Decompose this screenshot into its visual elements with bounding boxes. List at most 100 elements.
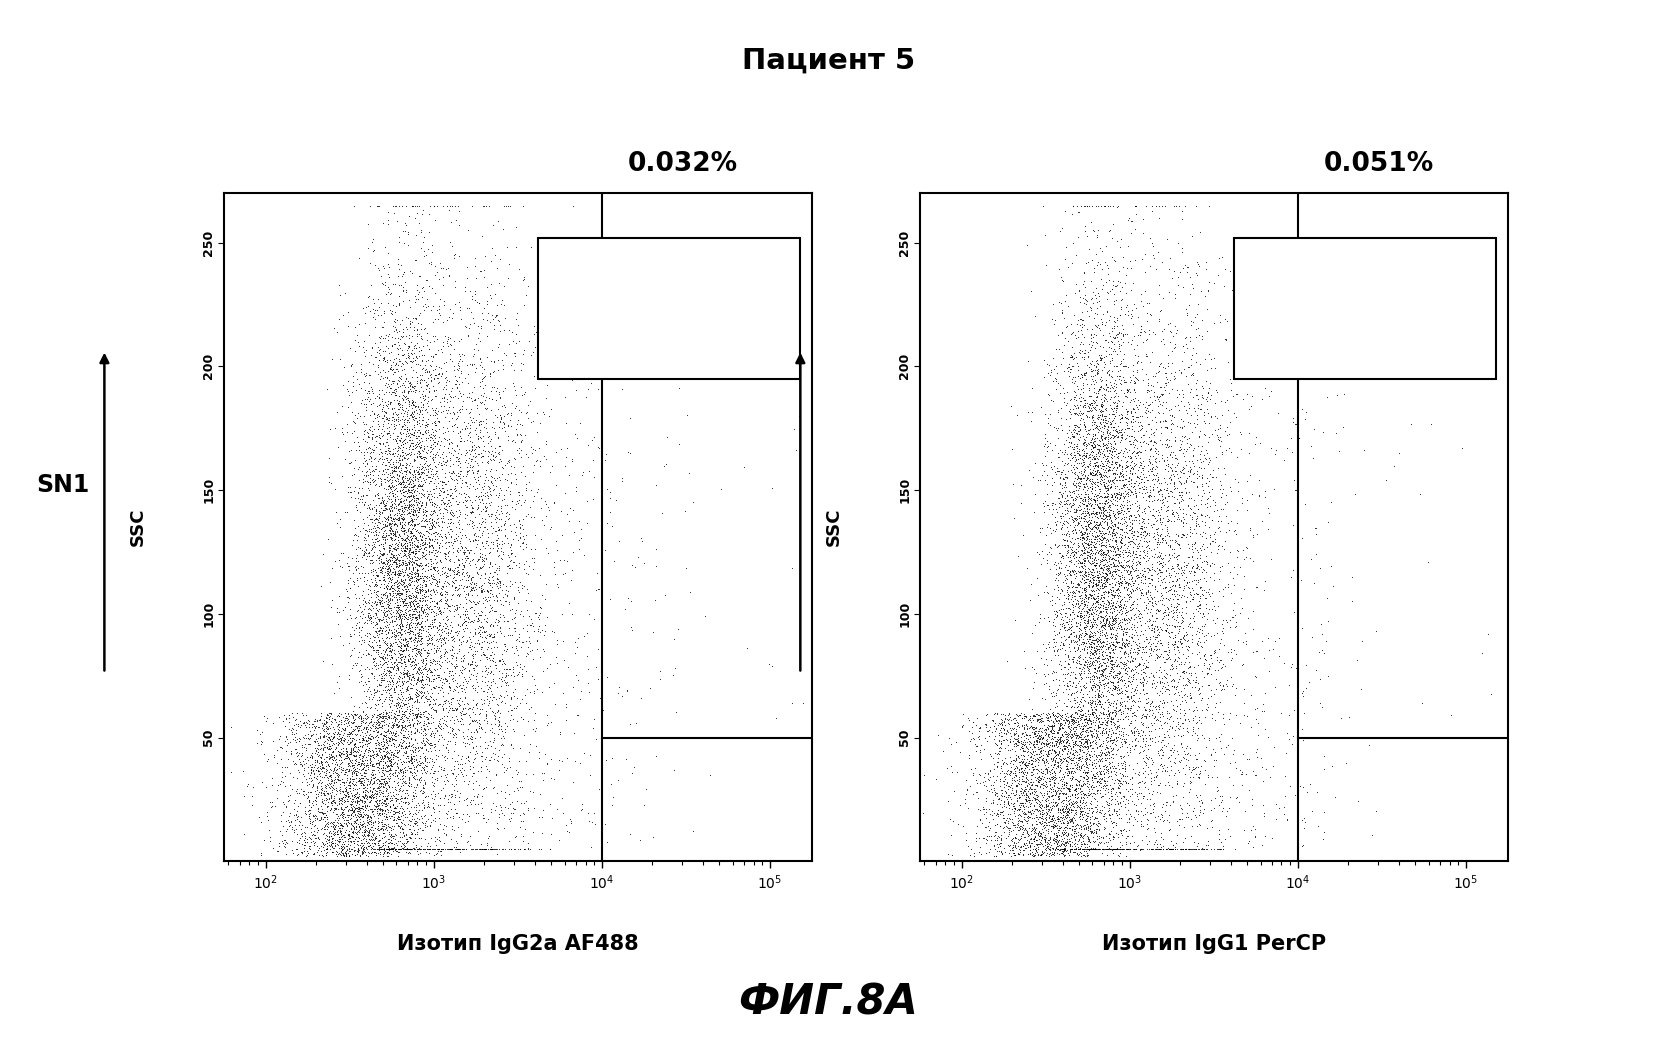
Point: [532, 764, 558, 781]
Point: [1077, 762, 1104, 779]
Point: [356, 730, 383, 746]
Point: [550, 247, 577, 264]
Point: [273, 799, 300, 815]
Point: [1138, 674, 1165, 691]
Point: [404, 804, 431, 821]
Point: [429, 490, 456, 506]
Point: [1019, 380, 1046, 397]
Point: [449, 554, 476, 571]
Point: [391, 495, 418, 512]
Point: [396, 674, 423, 691]
Point: [1002, 751, 1029, 767]
Point: [1100, 679, 1127, 695]
Point: [532, 264, 558, 281]
Point: [452, 589, 479, 606]
Point: [361, 729, 388, 745]
Point: [442, 582, 469, 598]
Point: [328, 711, 355, 728]
Point: [370, 555, 396, 572]
Point: [371, 394, 398, 410]
Point: [297, 792, 323, 809]
Point: [1097, 603, 1123, 620]
Point: [308, 798, 335, 814]
Point: [1047, 417, 1074, 433]
Point: [467, 422, 494, 438]
Point: [1021, 838, 1047, 855]
Point: [472, 570, 499, 587]
Point: [1155, 315, 1181, 332]
Point: [413, 647, 439, 664]
Point: [1170, 702, 1196, 718]
Point: [406, 447, 432, 464]
Point: [1297, 437, 1324, 454]
Point: [451, 613, 477, 630]
Point: [1299, 803, 1326, 820]
Point: [1011, 797, 1037, 813]
Point: [461, 341, 487, 358]
Point: [399, 825, 426, 841]
Point: [1022, 719, 1049, 736]
Point: [396, 494, 423, 511]
Point: [323, 800, 350, 816]
Point: [1042, 312, 1069, 329]
Point: [1080, 334, 1107, 351]
Point: [1074, 485, 1100, 502]
Point: [1047, 628, 1074, 645]
Point: [308, 804, 335, 821]
Point: [326, 776, 353, 792]
Point: [389, 680, 416, 696]
Point: [1084, 569, 1110, 586]
Point: [1104, 423, 1130, 440]
Point: [467, 639, 494, 656]
Point: [1112, 683, 1138, 699]
Point: [1089, 531, 1115, 548]
Point: [386, 603, 413, 620]
Point: [1094, 630, 1120, 646]
Point: [348, 713, 374, 730]
Point: [1173, 626, 1200, 643]
Point: [1006, 762, 1032, 779]
Point: [442, 649, 469, 666]
Point: [1243, 327, 1269, 343]
Point: [331, 432, 358, 449]
Point: [1082, 516, 1109, 532]
Point: [1089, 452, 1115, 469]
Point: [1089, 709, 1115, 726]
Point: [1087, 655, 1114, 671]
Point: [1104, 466, 1130, 482]
Point: [1090, 609, 1117, 625]
Point: [991, 725, 1017, 741]
Point: [1176, 584, 1203, 600]
Point: [522, 604, 548, 621]
Point: [1253, 489, 1279, 505]
Point: [1180, 559, 1206, 575]
Point: [416, 363, 442, 380]
Point: [378, 840, 404, 857]
Point: [1085, 445, 1112, 461]
Point: [1080, 803, 1107, 820]
Point: [330, 637, 356, 654]
Point: [421, 513, 447, 529]
Point: [383, 622, 409, 639]
Point: [388, 798, 414, 814]
Point: [447, 716, 474, 733]
Point: [1037, 779, 1064, 796]
Point: [394, 475, 421, 492]
Point: [1226, 604, 1253, 621]
Point: [353, 385, 379, 402]
Point: [462, 422, 489, 438]
Point: [1041, 811, 1067, 828]
Point: [436, 679, 462, 695]
Point: [348, 717, 374, 734]
Point: [1062, 788, 1089, 805]
Point: [408, 687, 434, 704]
Point: [1148, 397, 1175, 413]
Point: [310, 805, 336, 822]
Point: [409, 612, 436, 628]
Point: [467, 578, 494, 595]
Point: [1070, 509, 1097, 526]
Point: [1239, 529, 1266, 546]
Point: [587, 429, 613, 446]
Point: [335, 808, 361, 825]
Point: [456, 300, 482, 316]
